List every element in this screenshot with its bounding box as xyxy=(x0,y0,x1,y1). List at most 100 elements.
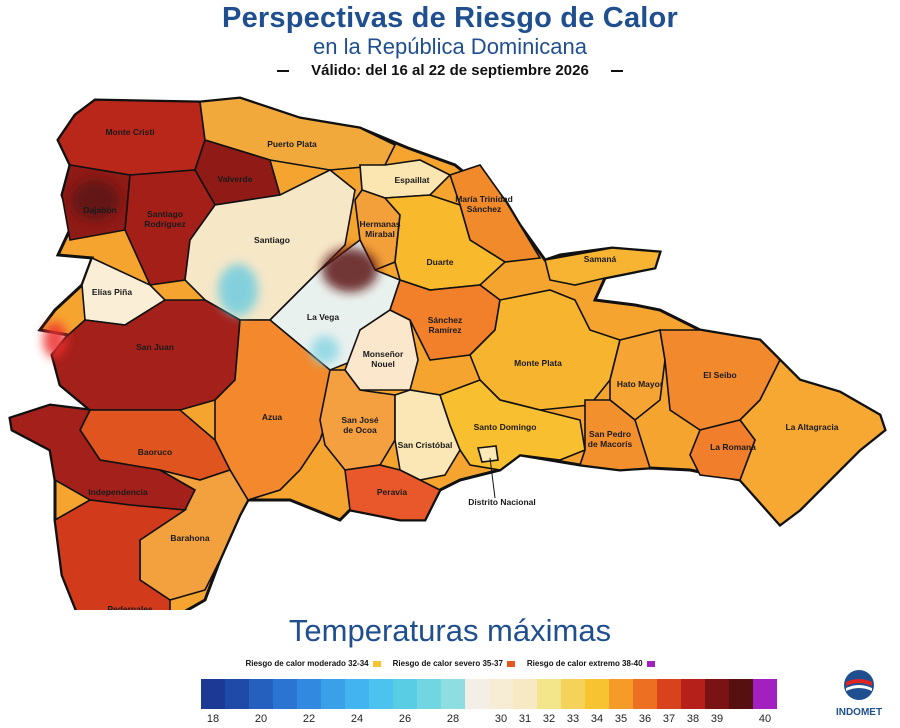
cool-spot-santiago xyxy=(218,264,258,316)
scale-cell xyxy=(393,679,417,709)
scale-cell xyxy=(249,679,273,709)
label-samana: Samaná xyxy=(584,254,617,264)
label-sanchez-ramirez: Sánchez Ramírez xyxy=(428,315,463,335)
scale-tick-label: 38 xyxy=(686,713,700,725)
risk-item-2: Riesgo de calor severo 35-37 xyxy=(393,659,515,668)
scale-cell xyxy=(585,679,609,709)
label-santo-domingo: Santo Domingo xyxy=(474,422,537,432)
label-puerto-plata: Puerto Plata xyxy=(267,139,317,149)
scale-cell xyxy=(345,679,369,709)
scale-tick-label: 36 xyxy=(638,713,652,725)
indomet-logo-icon xyxy=(844,670,874,700)
province-la-romana xyxy=(689,419,756,481)
label-la-romana: La Romana xyxy=(710,442,756,452)
map-title: Perspectivas de Riesgo de Calor xyxy=(222,2,678,34)
label-duarte: Duarte xyxy=(427,257,454,267)
scale-cell xyxy=(273,679,297,709)
label-monsenor-nouel: Monseñor Nouel xyxy=(363,349,404,369)
scale-cell xyxy=(465,679,489,709)
risk-swatch xyxy=(506,660,515,667)
label-monte-cristi: Monte Cristi xyxy=(105,127,154,137)
indomet-logo: INDOMET xyxy=(829,668,889,718)
scale-tick-label: 34 xyxy=(590,713,604,725)
province-pedernales xyxy=(54,499,188,610)
scale-cell xyxy=(225,679,249,709)
label-la-vega: La Vega xyxy=(307,312,339,322)
label-monte-plata: Monte Plata xyxy=(514,358,562,368)
scale-cell xyxy=(561,679,585,709)
province-azua xyxy=(214,319,331,501)
risk-swatch xyxy=(646,660,655,667)
label-espaillat: Espaillat xyxy=(395,175,430,185)
scale-cell xyxy=(489,679,513,709)
scale-tick-label: 26 xyxy=(398,713,412,725)
hot-spot-elias-pina xyxy=(43,322,67,358)
scale-cell xyxy=(321,679,345,709)
right-dash xyxy=(610,70,623,73)
scale-cell xyxy=(657,679,681,709)
scale-cell xyxy=(441,679,465,709)
scale-tick-label: 33 xyxy=(566,713,580,725)
label-barahona: Barahona xyxy=(170,533,209,543)
scale-tick-label: 31 xyxy=(518,713,532,725)
label-baoruco: Baoruco xyxy=(138,447,172,457)
scale-tick-label: 28 xyxy=(446,713,460,725)
risk-label: Riesgo de calor moderado 32-34 xyxy=(245,659,369,668)
risk-item-1: Riesgo de calor moderado 32-34 xyxy=(245,659,381,668)
scale-tick-label: 32 xyxy=(542,713,556,725)
label-el-seibo: El Seibo xyxy=(703,370,737,380)
legend-title: Temperaturas máximas xyxy=(288,613,612,648)
logo-text: INDOMET xyxy=(835,707,883,718)
validity-text: Válido: del 16 al 22 de septiembre 2026 xyxy=(311,62,589,79)
risk-swatch xyxy=(372,660,381,667)
distrito-nacional-leader xyxy=(489,457,496,499)
scale-tick-label: 22 xyxy=(302,713,316,725)
scale-cell xyxy=(681,679,705,709)
scale-cell xyxy=(609,679,633,709)
map-subtitle: en la República Dominicana xyxy=(313,34,587,59)
cool-spot-la-vega xyxy=(311,336,339,364)
label-la-altagracia: La Altagracia xyxy=(785,422,838,432)
hot-spot-dajabon xyxy=(71,180,119,220)
province-san-pedro-de-macoris xyxy=(578,399,652,471)
scale-tick-label: 39 xyxy=(710,713,724,725)
province-peravia xyxy=(344,464,442,521)
provinces-map: Monte Cristi Puerto Plata Valverde Dajabón S… xyxy=(8,96,887,610)
risk-label: Riesgo de calor extremo 38-40 xyxy=(526,659,643,668)
scale-cell xyxy=(753,679,777,709)
scale-tick-label: 35 xyxy=(614,713,628,725)
label-elias-pina: Elías Piña xyxy=(92,287,132,297)
label-peravia: Peravia xyxy=(377,487,408,497)
risk-legend: Riesgo de calor moderado 32-34 Riesgo de … xyxy=(0,659,900,668)
scale-cell xyxy=(633,679,657,709)
scale-cell xyxy=(417,679,441,709)
label-maria-trinidad-sanchez: María Trinidad Sánchez xyxy=(455,194,513,214)
label-valverde: Valverde xyxy=(218,174,253,184)
scale-ticks: 18 20 22 24 26 28 30 31 32 33 34 35 36 37 38 39 40 xyxy=(201,713,801,727)
label-san-juan: San Juan xyxy=(136,342,174,352)
scale-tick-label: 20 xyxy=(254,713,268,725)
province-distrito-nacional xyxy=(476,445,499,463)
scale-cell xyxy=(729,679,753,709)
scale-cell xyxy=(705,679,729,709)
scale-tick-label: 40 xyxy=(758,713,772,725)
label-san-pedro-de-macoris: San Pedro de Macorís xyxy=(588,429,633,449)
risk-label: Riesgo de calor severo 35-37 xyxy=(392,659,503,668)
label-san-cristobal: San Cristóbal xyxy=(398,440,453,450)
label-hermanas-mirabal: Hermanas Mirabal xyxy=(359,219,400,239)
scale-cell xyxy=(201,679,225,709)
province-san-jose-de-ocoa xyxy=(319,369,396,471)
label-dajabon: Dajabón xyxy=(83,205,117,215)
province-samana xyxy=(544,247,662,286)
risk-item-3: Riesgo de calor extremo 38-40 xyxy=(527,659,655,668)
scale-tick-label: 18 xyxy=(206,713,220,725)
province-monte-cristi xyxy=(57,99,206,176)
scale-cell xyxy=(513,679,537,709)
hot-spot-la-vega xyxy=(322,248,378,292)
scale-tick-label: 37 xyxy=(662,713,676,725)
label-independencia: Independencia xyxy=(88,487,148,497)
scale-cell xyxy=(537,679,561,709)
province-santo-domingo xyxy=(438,379,586,471)
label-azua: Azua xyxy=(262,412,283,422)
label-santiago: Santiago xyxy=(254,235,290,245)
